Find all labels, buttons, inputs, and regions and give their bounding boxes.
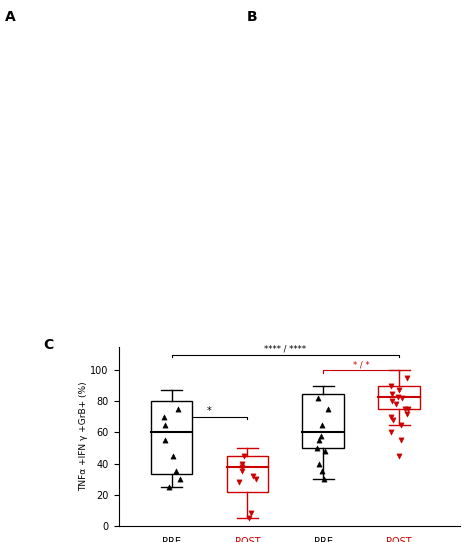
Point: [401, 405, 409, 414]
Point: [387, 382, 394, 390]
Point: [396, 451, 403, 460]
Text: PRE: PRE: [314, 537, 333, 542]
Text: POST: POST: [386, 537, 412, 542]
Point: [162, 420, 169, 429]
Text: A: A: [5, 10, 16, 24]
Point: [320, 475, 328, 483]
Point: [246, 514, 253, 522]
Point: [389, 416, 397, 424]
Text: PRE: PRE: [162, 537, 181, 542]
Point: [313, 444, 320, 453]
Point: [399, 394, 406, 403]
Point: [403, 373, 410, 382]
Point: [165, 482, 173, 491]
Bar: [302, 393, 344, 448]
Point: [160, 412, 167, 421]
Text: **** / ****: **** / ****: [264, 345, 306, 354]
Point: [252, 475, 260, 483]
Text: POST: POST: [235, 537, 260, 542]
Point: [392, 400, 399, 409]
Point: [172, 467, 180, 476]
Bar: [378, 386, 420, 409]
Point: [314, 394, 321, 403]
Point: [395, 386, 403, 395]
Point: [319, 420, 326, 429]
Point: [317, 431, 325, 440]
Bar: [227, 456, 268, 492]
Text: B: B: [246, 10, 257, 24]
Point: [325, 405, 332, 414]
Text: C: C: [44, 338, 54, 352]
Point: [388, 397, 396, 405]
Point: [316, 459, 323, 468]
Point: [387, 428, 395, 437]
Point: [235, 478, 243, 487]
Point: [174, 405, 182, 414]
Point: [397, 420, 405, 429]
Point: [238, 462, 246, 471]
Point: [247, 509, 255, 518]
Point: [162, 436, 169, 444]
Point: [318, 467, 326, 476]
Point: [321, 447, 329, 455]
Point: [403, 409, 411, 418]
Point: [397, 436, 405, 444]
Y-axis label: TNFα +IFN γ +GrB+ (%): TNFα +IFN γ +GrB+ (%): [79, 382, 88, 491]
Bar: [151, 401, 192, 474]
Point: [240, 451, 247, 460]
Point: [388, 389, 396, 398]
Point: [238, 459, 246, 468]
Point: [250, 472, 257, 480]
Point: [170, 451, 177, 460]
Point: [316, 436, 323, 444]
Point: [404, 405, 411, 414]
Point: [238, 467, 246, 476]
Text: * / *: * / *: [353, 360, 370, 370]
Point: [394, 392, 402, 401]
Point: [176, 475, 183, 483]
Text: *: *: [207, 406, 212, 416]
Point: [387, 412, 395, 421]
